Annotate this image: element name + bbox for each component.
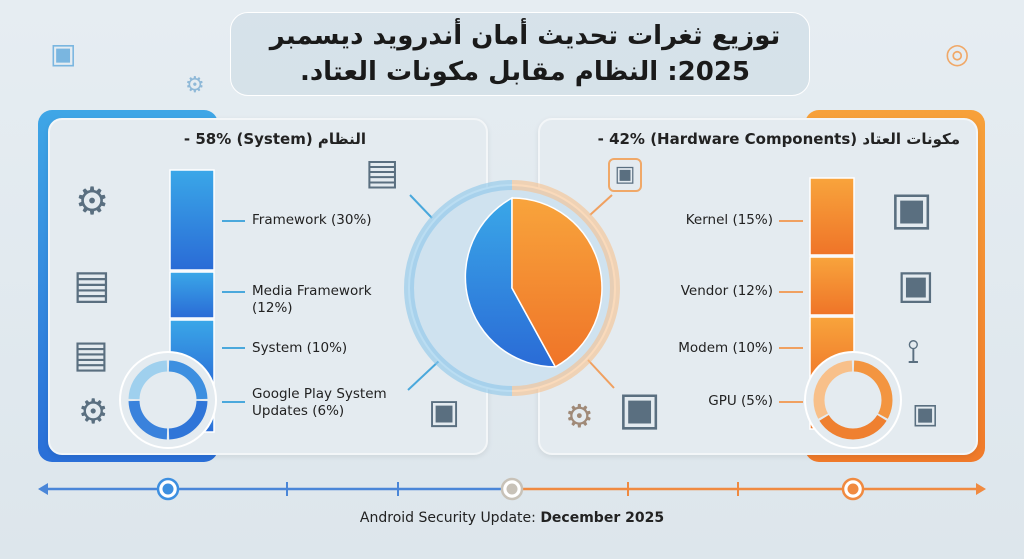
antenna-icon: ◎ <box>945 37 970 70</box>
pie-slice-system <box>464 196 557 368</box>
page-title: توزيع ثغرات تحديث أمان أندرويد ديسمبر 20… <box>269 21 781 87</box>
hardware-mini-donut-segment <box>853 360 893 419</box>
hardware-label: Vendor (12%) <box>680 283 773 299</box>
hardware-mini-donut-segment <box>819 414 887 440</box>
connector-line <box>589 194 613 216</box>
gear-icon: ⚙ <box>185 73 205 98</box>
gpu-chip-icon: ▣ <box>618 381 662 435</box>
system-label: Media Framework (12%) <box>252 283 372 316</box>
timeline-node-dot <box>847 483 859 495</box>
hardware-label: Kernel (15%) <box>685 212 773 228</box>
small-chip-icon: ▣ <box>912 397 939 430</box>
hardware-heading: مكونات العتاد (Hardware Components) 42% … <box>597 130 960 148</box>
gear-chip-icon: ⚙ <box>565 397 594 435</box>
system-mini-donut-segment <box>168 400 208 440</box>
chip-icon: ▣ <box>608 158 642 192</box>
connector-line <box>409 194 433 219</box>
browser-cursor-icon: ▤ <box>73 262 111 308</box>
footer-caption: Android Security Update: December 2025 <box>0 510 1024 526</box>
connector-line <box>587 359 615 389</box>
app-settings-icon: ▤ <box>365 152 400 193</box>
timeline-arrow-left <box>38 483 48 495</box>
timeline-node-dot <box>506 483 518 495</box>
system-label: Framework (30%) <box>252 212 372 228</box>
hardware-label: GPU (5%) <box>708 393 773 409</box>
gears-icon: ⚙ <box>75 179 110 223</box>
system-label: Google Play System Updates (6%) <box>252 386 387 419</box>
hardware-bar-segment <box>809 177 855 256</box>
system-mini-donut-segment <box>168 360 208 400</box>
timeline-node-dot <box>162 483 174 495</box>
timeline-arrow-right <box>976 483 986 495</box>
android-robot-icon: ▣ <box>428 392 461 432</box>
browser-settings-icon: ▤ <box>73 332 109 376</box>
hardware-mini-donut-segment <box>813 360 853 419</box>
system-label: System (10%) <box>252 340 348 356</box>
hardware-bar-segment <box>809 256 855 316</box>
android-icon: ▣ <box>50 37 77 70</box>
system-mini-donut-frame <box>119 351 217 449</box>
system-mini-donut-segment <box>128 360 168 400</box>
chip-icon: ▣ <box>897 262 935 308</box>
system-bar-segment <box>169 271 215 319</box>
system-bar-segment <box>169 169 215 271</box>
pie-slice-hardware <box>511 197 603 368</box>
footer-date: December 2025 <box>540 510 665 526</box>
footer-prefix: Android Security Update: <box>359 510 541 526</box>
title-frame <box>230 12 810 96</box>
cell-tower-icon: ⟟ <box>907 332 920 372</box>
system-mini-donut-segment <box>128 400 168 440</box>
processor-icon: ▣ <box>890 181 934 235</box>
pie-ring-hardware <box>511 180 620 396</box>
pie-ring-system <box>404 180 513 396</box>
system-heading: - 58% (System) النظام <box>183 130 367 148</box>
connector-line <box>407 359 441 391</box>
hardware-label: Modem (10%) <box>678 340 773 356</box>
settings-icon: ⚙ <box>78 392 109 432</box>
